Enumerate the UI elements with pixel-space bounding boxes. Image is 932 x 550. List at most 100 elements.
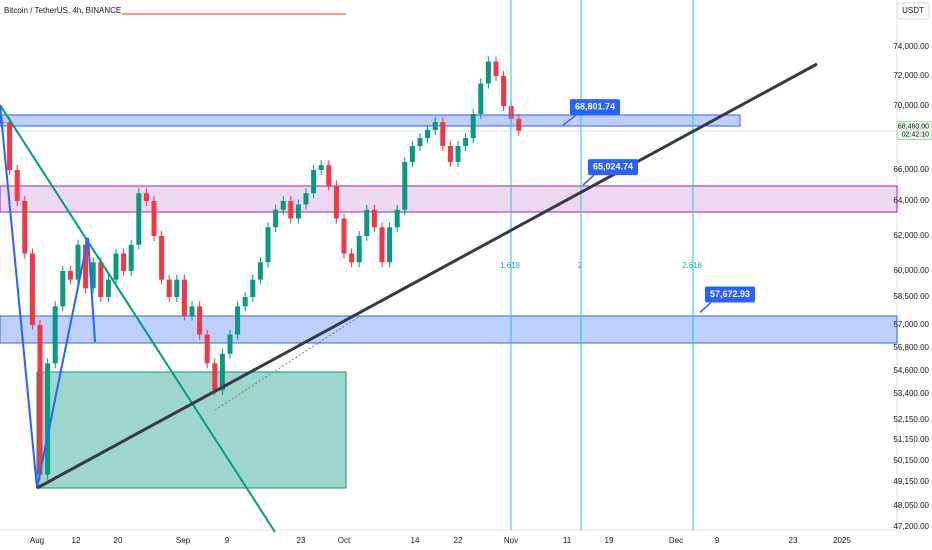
candle — [417, 138, 423, 146]
callout-box[interactable] — [570, 99, 620, 116]
candle — [22, 201, 28, 254]
candle — [60, 271, 66, 307]
callout-pointer — [699, 301, 712, 313]
zone[interactable] — [0, 185, 898, 213]
date-label: Aug — [30, 536, 44, 545]
candle — [356, 236, 362, 263]
current-price-box — [896, 121, 932, 141]
candle — [280, 201, 286, 210]
candle — [204, 334, 210, 364]
callout-box[interactable] — [588, 159, 638, 176]
candle — [455, 146, 461, 162]
candle — [402, 162, 408, 210]
date-label: Sep — [176, 536, 191, 545]
callout-label: 57,672.93 — [710, 289, 750, 299]
candle — [265, 227, 271, 263]
price-label: 66,000.00 — [893, 165, 929, 174]
candle — [7, 122, 13, 170]
candle — [311, 170, 317, 194]
date-label: 9 — [225, 536, 230, 545]
date-label: 23 — [789, 536, 798, 545]
candle — [447, 146, 453, 162]
zigzag[interactable] — [0, 104, 96, 489]
candle — [67, 271, 73, 280]
callout-pointer — [562, 114, 577, 126]
price-label: 54,600.00 — [893, 366, 929, 375]
price-label: 72,000.00 — [893, 71, 929, 80]
candle — [440, 122, 446, 146]
callout-box[interactable] — [705, 286, 755, 303]
candle — [349, 253, 355, 263]
price-label: 60,000.00 — [893, 266, 929, 275]
candle — [341, 218, 347, 254]
price-label: 64,000.00 — [893, 196, 929, 205]
price-label: 62,000.00 — [893, 231, 929, 240]
currency[interactable]: USDT — [902, 6, 924, 15]
candle — [136, 193, 142, 245]
candle — [425, 130, 431, 138]
candle — [516, 118, 522, 131]
price-label: 49,150.00 — [893, 477, 929, 486]
candle — [29, 253, 35, 325]
candle — [52, 306, 58, 364]
candle — [159, 236, 165, 280]
candle — [409, 146, 415, 162]
fib-label: 2 — [578, 261, 583, 270]
price-label: 51,150.00 — [893, 435, 929, 444]
candle — [463, 138, 469, 146]
callout-pointer — [582, 174, 595, 186]
candle — [364, 209, 370, 236]
candle — [75, 244, 81, 280]
trend-line[interactable] — [36, 62, 818, 490]
candle — [105, 279, 111, 297]
candle — [212, 363, 218, 391]
countdown: 02:42:10 — [902, 131, 929, 138]
candle — [143, 193, 149, 201]
candle — [197, 306, 203, 335]
candle — [333, 185, 339, 219]
candle — [83, 244, 89, 289]
candle — [14, 170, 20, 201]
symbol-title[interactable]: Bitcoin / TetherUS, 4h, BINANCE — [4, 6, 121, 15]
candle — [257, 262, 263, 280]
candle — [470, 114, 476, 138]
price-label: 70,000.00 — [893, 101, 929, 110]
candle — [303, 193, 309, 205]
date-label: 2025 — [833, 536, 851, 545]
zone[interactable] — [36, 371, 347, 489]
candle — [189, 306, 195, 316]
candle — [227, 334, 233, 354]
candle — [98, 262, 104, 297]
price-label: 55,800.00 — [893, 343, 929, 352]
fib-label: 2.618 — [682, 261, 703, 270]
candle — [394, 209, 400, 228]
date-label: Nov — [504, 536, 518, 545]
candle — [37, 325, 43, 475]
candle — [379, 227, 385, 263]
candle — [485, 61, 491, 84]
candle — [318, 165, 324, 170]
candle — [242, 297, 248, 307]
date-label: 23 — [297, 536, 306, 545]
candle — [219, 353, 225, 391]
candle — [113, 253, 119, 280]
date-label: 19 — [605, 536, 614, 545]
callout-label: 65,024.74 — [593, 161, 633, 171]
zone[interactable] — [0, 315, 898, 344]
price-label: 53,400.00 — [893, 389, 929, 398]
candle — [501, 76, 507, 106]
candle — [493, 61, 499, 76]
date-label: 11 — [563, 536, 572, 545]
callout-label: 68,801.74 — [575, 102, 615, 112]
date-label: Oct — [338, 536, 351, 545]
price-label: 52,150.00 — [893, 415, 929, 424]
candle — [45, 363, 51, 475]
trend-line[interactable] — [0, 104, 276, 533]
date-label: 20 — [114, 536, 123, 545]
date-label: Dec — [669, 536, 683, 545]
currency-button[interactable] — [896, 2, 930, 20]
price-label: 47,200.00 — [893, 522, 929, 531]
zone[interactable] — [0, 114, 741, 127]
